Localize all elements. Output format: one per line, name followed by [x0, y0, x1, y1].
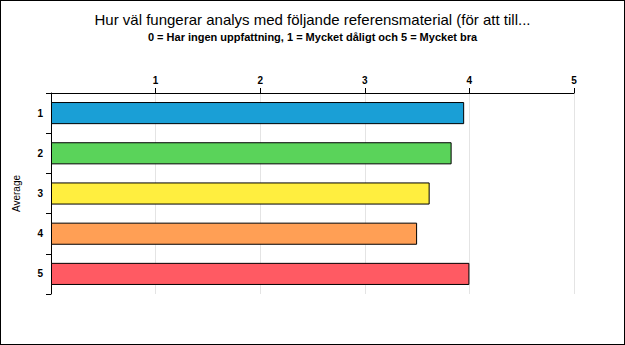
- svg-text:3: 3: [362, 75, 368, 86]
- svg-text:3: 3: [37, 188, 43, 199]
- svg-text:5: 5: [37, 268, 43, 279]
- svg-text:0 = Har ingen uppfattning, 1 =: 0 = Har ingen uppfattning, 1 = Mycket då…: [148, 31, 478, 43]
- svg-text:4: 4: [37, 228, 43, 239]
- svg-text:Hur väl fungerar analys med fö: Hur väl fungerar analys med följande ref…: [94, 11, 530, 28]
- svg-text:5: 5: [571, 75, 577, 86]
- svg-text:4: 4: [467, 75, 473, 86]
- svg-text:1: 1: [37, 108, 43, 119]
- svg-text:1: 1: [153, 75, 159, 86]
- svg-text:2: 2: [257, 75, 263, 86]
- svg-text:2: 2: [37, 148, 43, 159]
- svg-text:Average: Average: [11, 175, 22, 213]
